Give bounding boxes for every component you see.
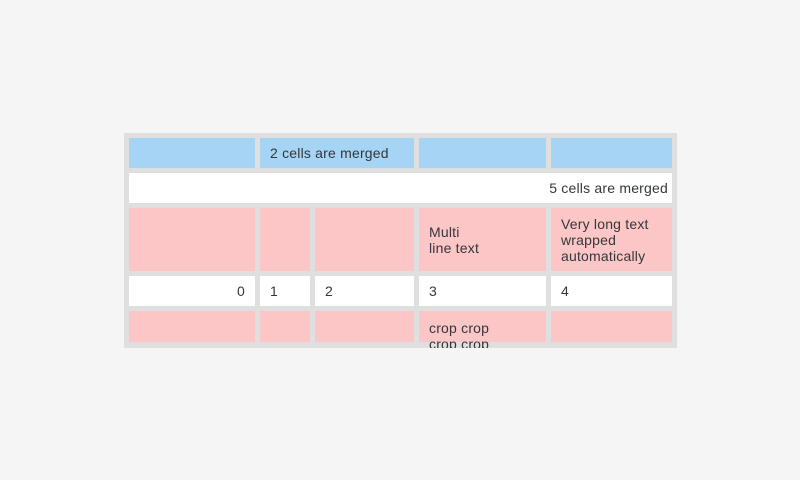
table-cell-r3c3[interactable] [315, 208, 414, 271]
multi-line-cell[interactable]: Multi line text [419, 208, 546, 271]
table-cell-r1c4[interactable] [419, 138, 546, 168]
number-cell-1[interactable]: 1 [260, 276, 310, 306]
table-cell-r3c1[interactable] [129, 208, 255, 271]
number-cell-3[interactable]: 3 [419, 276, 546, 306]
table-cell-r3c2[interactable] [260, 208, 310, 271]
table-cell-r5c5[interactable] [551, 311, 672, 342]
table-cell-r1c5[interactable] [551, 138, 672, 168]
number-cell-4[interactable]: 4 [551, 276, 672, 306]
table-widget: 2 cells are merged 5 cells are merged Mu… [124, 133, 677, 348]
merged-2-cell[interactable]: 2 cells are merged [260, 138, 414, 168]
table-grid: 2 cells are merged 5 cells are merged Mu… [129, 138, 672, 348]
wrapped-text-cell[interactable]: Very long text wrapped automatically [551, 208, 672, 271]
crop-text-cell[interactable]: crop crop crop crop [419, 311, 546, 348]
table-cell-r5c2[interactable] [260, 311, 310, 342]
number-cell-0[interactable]: 0 [129, 276, 255, 306]
merged-5-cell[interactable]: 5 cells are merged [129, 173, 672, 203]
table-cell-r5c1[interactable] [129, 311, 255, 342]
table-cell-r1c1[interactable] [129, 138, 255, 168]
number-cell-2[interactable]: 2 [315, 276, 414, 306]
table-cell-r5c3[interactable] [315, 311, 414, 342]
